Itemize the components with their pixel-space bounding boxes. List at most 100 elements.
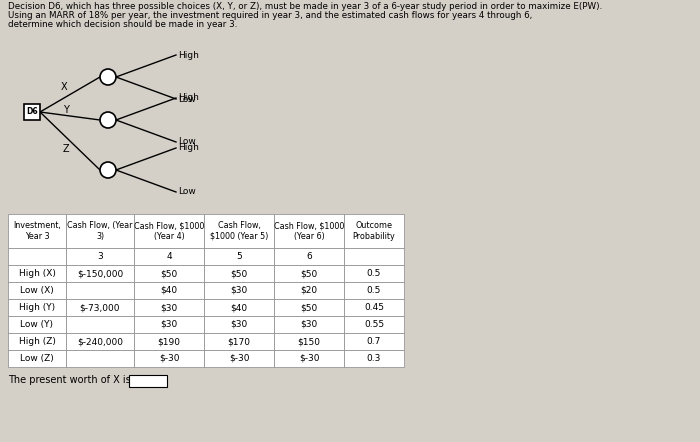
Text: High (X): High (X) [19, 269, 55, 278]
Text: $150: $150 [298, 337, 321, 346]
Text: Cash Flow, (Year
3): Cash Flow, (Year 3) [67, 221, 133, 240]
Bar [274, 265, 344, 282]
Text: The present worth of X is $: The present worth of X is $ [8, 375, 140, 385]
Bar [8, 350, 66, 367]
Text: $170: $170 [228, 337, 251, 346]
Text: $50: $50 [160, 269, 178, 278]
Bar [134, 248, 204, 265]
Text: $40: $40 [230, 303, 248, 312]
Text: $-30: $-30 [229, 354, 249, 363]
Bar [344, 214, 404, 248]
Text: $-30: $-30 [299, 354, 319, 363]
Text: $50: $50 [300, 269, 318, 278]
Bar [8, 282, 66, 299]
Text: 0.3: 0.3 [367, 354, 382, 363]
Text: Low (X): Low (X) [20, 286, 54, 295]
Bar [8, 299, 66, 316]
Text: 0.45: 0.45 [364, 303, 384, 312]
Text: Low: Low [178, 187, 196, 197]
Bar [66, 316, 134, 333]
Bar [274, 350, 344, 367]
Bar [66, 299, 134, 316]
Text: $50: $50 [300, 303, 318, 312]
Text: $30: $30 [160, 320, 178, 329]
Bar [24, 104, 40, 120]
Text: Y: Y [63, 105, 69, 115]
Text: D6: D6 [26, 107, 38, 117]
Bar [134, 282, 204, 299]
Text: 0.5: 0.5 [367, 269, 382, 278]
Bar [8, 316, 66, 333]
Bar [344, 299, 404, 316]
Text: High (Z): High (Z) [19, 337, 55, 346]
Text: $-240,000: $-240,000 [77, 337, 123, 346]
Text: 6: 6 [306, 252, 312, 261]
Text: $-30: $-30 [159, 354, 179, 363]
Bar [8, 248, 66, 265]
Bar [66, 265, 134, 282]
Text: $30: $30 [160, 303, 178, 312]
Text: 0.5: 0.5 [367, 286, 382, 295]
Text: Low (Y): Low (Y) [20, 320, 53, 329]
Bar [274, 248, 344, 265]
Bar [274, 316, 344, 333]
Bar [8, 333, 66, 350]
Bar [344, 350, 404, 367]
Bar [344, 333, 404, 350]
Bar [274, 333, 344, 350]
Text: Low (Z): Low (Z) [20, 354, 54, 363]
Text: 4: 4 [166, 252, 172, 261]
Bar [66, 282, 134, 299]
Text: Using an MARR of 18% per year, the investment required in year 3, and the estima: Using an MARR of 18% per year, the inves… [8, 11, 532, 20]
Bar [66, 248, 134, 265]
Text: High: High [178, 144, 199, 152]
Circle shape [100, 112, 116, 128]
Bar [204, 265, 274, 282]
Bar [204, 214, 274, 248]
Bar [204, 333, 274, 350]
Bar [134, 350, 204, 367]
Text: $30: $30 [300, 320, 318, 329]
Text: Cash Flow, $1000
(Year 6): Cash Flow, $1000 (Year 6) [274, 221, 344, 240]
Bar [204, 316, 274, 333]
Text: Cash Flow, $1000
(Year 4): Cash Flow, $1000 (Year 4) [134, 221, 204, 240]
Bar [274, 214, 344, 248]
Bar [129, 375, 167, 387]
Circle shape [100, 69, 116, 85]
Bar [344, 282, 404, 299]
Text: 0.7: 0.7 [367, 337, 382, 346]
Text: X: X [61, 83, 67, 92]
Bar [134, 333, 204, 350]
Text: $30: $30 [230, 320, 248, 329]
Bar [134, 316, 204, 333]
Text: Outcome
Probability: Outcome Probability [353, 221, 396, 240]
Bar [204, 282, 274, 299]
Bar [344, 316, 404, 333]
Text: $190: $190 [158, 337, 181, 346]
Bar [344, 248, 404, 265]
Bar [204, 350, 274, 367]
Bar [66, 214, 134, 248]
Text: $-73,000: $-73,000 [80, 303, 120, 312]
Text: Z: Z [63, 144, 69, 154]
Text: Cash Flow,
$1000 (Year 5): Cash Flow, $1000 (Year 5) [210, 221, 268, 240]
Bar [134, 299, 204, 316]
Bar [204, 299, 274, 316]
Text: 0.55: 0.55 [364, 320, 384, 329]
Bar [134, 265, 204, 282]
Text: Decision D6, which has three possible choices (X, Y, or Z), must be made in year: Decision D6, which has three possible ch… [8, 2, 602, 11]
Text: High: High [178, 94, 199, 103]
Bar [344, 265, 404, 282]
Text: determine which decision should be made in year 3.: determine which decision should be made … [8, 20, 237, 29]
Text: $30: $30 [230, 286, 248, 295]
Text: $-150,000: $-150,000 [77, 269, 123, 278]
Text: High: High [178, 50, 199, 60]
Text: Low: Low [178, 137, 196, 146]
Bar [8, 214, 66, 248]
Bar [8, 265, 66, 282]
Text: 5: 5 [236, 252, 242, 261]
Text: High (Y): High (Y) [19, 303, 55, 312]
Bar [274, 299, 344, 316]
Bar [274, 282, 344, 299]
Text: Low: Low [178, 95, 196, 103]
